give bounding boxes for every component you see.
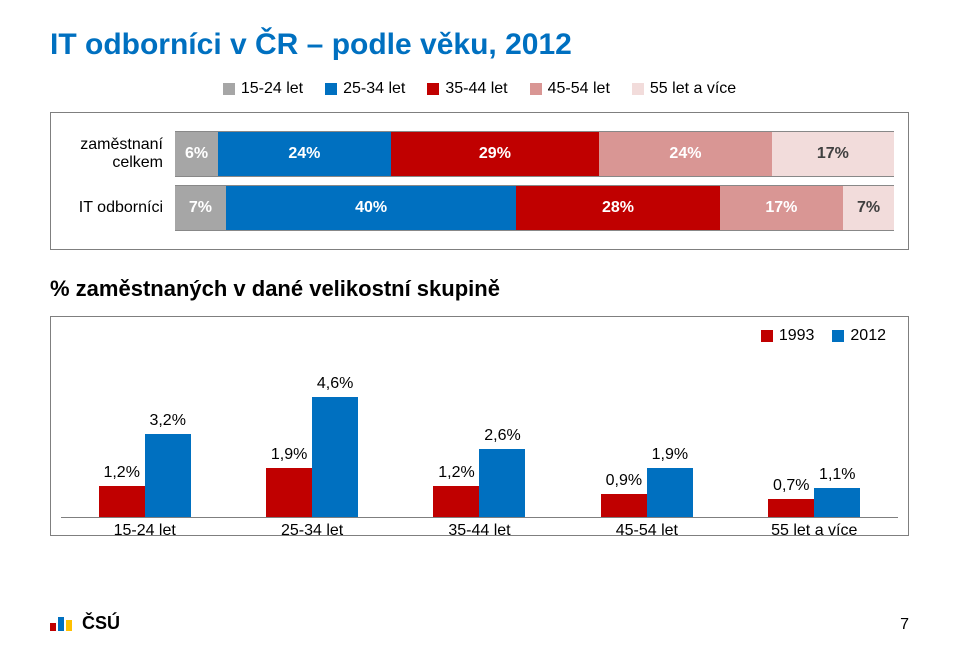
bar [312,397,358,517]
bar-value-label: 4,6% [317,375,353,393]
legend-item: 35-44 let [427,80,507,98]
legend-label: 55 let a více [650,80,736,98]
bar [266,468,312,517]
bar-value-label: 1,1% [819,466,855,484]
bar-group: 1,9% 4,6% [228,375,395,517]
bar-wrap: 1,1% [814,466,860,517]
logo-bar-icon [50,623,56,631]
legend-item: 15-24 let [223,80,303,98]
bar-wrap: 0,7% [768,477,814,517]
bar-wrap: 1,2% [433,464,479,517]
bar-wrap: 1,2% [99,464,145,517]
stacked-row: zaměstnanícelkem6%24%29%24%17% [65,131,894,177]
bar-group: 1,2% 2,6% [396,427,563,517]
bar-segment: 24% [599,132,772,176]
bar-value-label: 2,6% [484,427,520,445]
stacked-bar-chart: zaměstnanícelkem6%24%29%24%17%IT odborní… [50,112,909,250]
bar-segment: 28% [516,186,719,230]
legend-item: 2012 [832,327,886,345]
legend-item: 25-34 let [325,80,405,98]
bar [479,449,525,517]
bar-segment: 6% [175,132,218,176]
bar [647,468,693,517]
legend-label: 35-44 let [445,80,507,98]
footer-logo: ČSÚ [50,613,120,634]
legend-label: 15-24 let [241,80,303,98]
x-tick-label: 55 let a více [731,518,898,540]
legend-swatch-icon [632,83,644,95]
bar-group: 0,9% 1,9% [563,446,730,517]
bar-segment: 7% [175,186,226,230]
bar-value-label: 1,2% [103,464,139,482]
legend-top: 15-24 let 25-34 let 35-44 let 45-54 let 55 l… [50,80,909,98]
bar-value-label: 1,9% [271,446,307,464]
legend-swatch-icon [530,83,542,95]
bar-wrap: 3,2% [145,412,191,517]
legend-item: 45-54 let [530,80,610,98]
bar-wrap: 0,9% [601,472,647,517]
x-tick-label: 45-54 let [563,518,730,540]
legend-item: 1993 [761,327,815,345]
logo-bars-icon [50,617,72,631]
bar-value-label: 1,2% [438,464,474,482]
x-tick-label: 35-44 let [396,518,563,540]
legend-swatch-icon [761,330,773,342]
bar-segment: 24% [218,132,391,176]
legend-swatch-icon [427,83,439,95]
x-tick-label: 15-24 let [61,518,228,540]
bar [145,434,191,517]
row-label: IT odborníci [65,199,175,217]
page-number: 7 [900,616,909,634]
legend-item: 55 let a více [632,80,736,98]
bar-value-label: 0,9% [606,472,642,490]
bar-value-label: 1,9% [652,446,688,464]
legend-swatch-icon [223,83,235,95]
bar-wrap: 1,9% [266,446,312,517]
bar-segment: 7% [843,186,894,230]
logo-bar-icon [66,620,72,631]
legend-swatch-icon [325,83,337,95]
bar-group: 0,7% 1,1% [731,466,898,517]
legend-swatch-icon [832,330,844,342]
bar [814,488,860,517]
legend-label: 25-34 let [343,80,405,98]
bar-segment: 29% [391,132,600,176]
legend-label: 2012 [850,327,886,345]
bar [99,486,145,517]
bar-segment: 40% [226,186,517,230]
subtitle: % zaměstnaných v dané velikostní skupině [50,276,909,302]
bar-wrap: 1,9% [647,446,693,517]
bar-segment: 17% [720,186,843,230]
plot-area: 1,2% 3,2% 1,9% 4,6% 1,2% 2,6% 0,9% 1,9% 0,7% 1,1% [61,361,898,517]
bar-value-label: 0,7% [773,477,809,495]
stacked-bar: 7%40%28%17%7% [175,185,894,231]
bar-value-label: 3,2% [149,412,185,430]
page-title: IT odborníci v ČR – podle věku, 2012 [50,28,909,62]
bar-wrap: 4,6% [312,375,358,517]
logo-text: ČSÚ [82,613,120,634]
legend-label: 45-54 let [548,80,610,98]
bar-group: 1,2% 3,2% [61,412,228,517]
stacked-row: IT odborníci7%40%28%17%7% [65,185,894,231]
bar [601,494,647,517]
x-axis: 15-24 let25-34 let35-44 let45-54 let55 l… [61,517,898,540]
row-label: zaměstnanícelkem [65,136,175,171]
grouped-bar-chart: 1993 2012 1,2% 3,2% 1,9% 4,6% 1,2% 2,6% 0,9% 1,9… [50,316,909,536]
logo-bar-icon [58,617,64,631]
bar [768,499,814,517]
legend-label: 1993 [779,327,815,345]
legend-bottom: 1993 2012 [761,327,886,345]
stacked-bar: 6%24%29%24%17% [175,131,894,177]
bar-segment: 17% [772,132,894,176]
x-tick-label: 25-34 let [228,518,395,540]
bar-wrap: 2,6% [479,427,525,517]
bar [433,486,479,517]
